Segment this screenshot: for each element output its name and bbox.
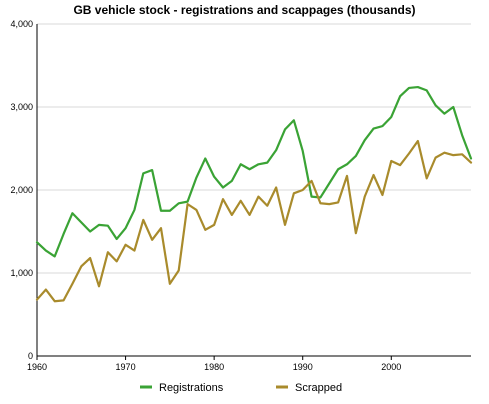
x-tick-label: 1970 [116, 362, 136, 372]
series-layer [35, 85, 473, 303]
y-tick-label: 1,000 [10, 268, 33, 278]
legend: Registrations Scrapped [140, 382, 342, 394]
axis-layer [36, 24, 471, 360]
x-tick-label: 2000 [381, 362, 401, 372]
y-tick-label: 2,000 [10, 185, 33, 195]
x-tick-labels: 1960 1970 1980 1990 2000 [27, 362, 401, 372]
chart-title: GB vehicle stock - registrations and sca… [73, 3, 415, 17]
series-line-scrapped [35, 139, 473, 303]
y-tick-label: 4,000 [10, 19, 33, 29]
series-line-registrations [35, 85, 473, 258]
grid-layer [37, 23, 471, 274]
y-tick-label: 3,000 [10, 102, 33, 112]
y-tick-labels: 0 1,000 2,000 3,000 4,000 [10, 19, 33, 361]
y-tick-label: 0 [28, 351, 33, 361]
x-tick-label: 1980 [204, 362, 224, 372]
legend-label-scrapped: Scrapped [295, 382, 342, 394]
x-tick-label: 1990 [293, 362, 313, 372]
legend-label-registrations: Registrations [159, 382, 224, 394]
x-tick-label: 1960 [27, 362, 47, 372]
